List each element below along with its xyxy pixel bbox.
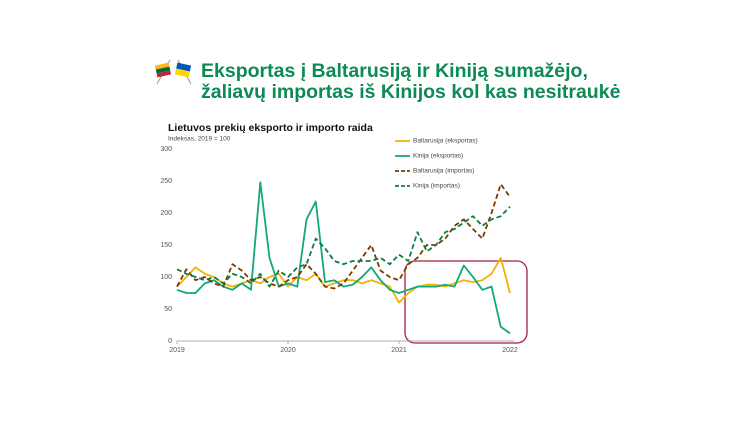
y-tick-label: 200 <box>160 210 172 217</box>
y-tick-label: 50 <box>164 306 172 313</box>
series-line <box>176 183 511 290</box>
legend-label: Baltarusija (importas) <box>413 168 474 175</box>
x-tick-label: 2020 <box>280 347 296 354</box>
y-tick-label: 100 <box>160 274 172 281</box>
y-tick-label: 300 <box>160 146 172 153</box>
chart-title: Lietuvos prekių eksporto ir importo raid… <box>168 122 373 134</box>
chart-subtitle: Indeksas, 2019 = 100 <box>168 136 231 143</box>
y-tick-label: 0 <box>168 338 172 345</box>
legend-label: Baltarusija (eksportas) <box>413 138 478 145</box>
series-line <box>176 256 511 304</box>
legend-label: Kinija (importas) <box>413 183 460 190</box>
highlight-box <box>404 260 528 344</box>
slide-title: žaliavų importas iš Kinijos kol kas nesi… <box>201 81 621 103</box>
flags <box>154 59 192 85</box>
x-tick-label: 2022 <box>502 347 518 354</box>
y-tick-label: 250 <box>160 178 172 185</box>
legend-label: Kinija (eksportas) <box>413 153 463 160</box>
slide-title: Eksportas į Baltarusiją ir Kiniją sumažė… <box>201 60 588 82</box>
x-tick-label: 2019 <box>169 347 185 354</box>
x-tick-label: 2021 <box>391 347 407 354</box>
y-tick-label: 150 <box>160 242 172 249</box>
series-line <box>176 205 511 288</box>
series-line <box>176 181 511 335</box>
